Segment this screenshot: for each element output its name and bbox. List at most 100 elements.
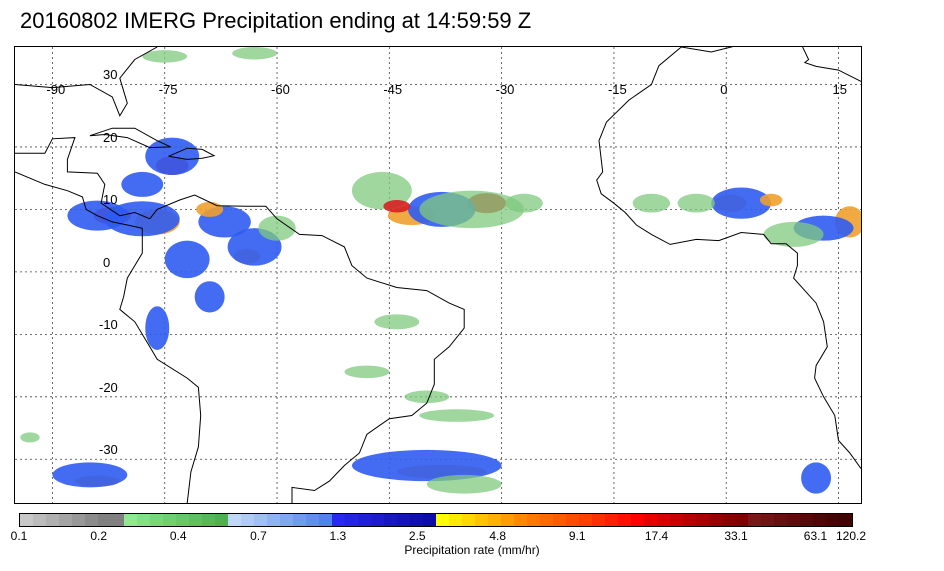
precip-cell-heavy [759, 193, 783, 207]
colorbar-segment [189, 514, 202, 526]
precip-cell-moderate [351, 449, 502, 482]
coastline-north-america-gulf [15, 47, 158, 117]
precip-cell-light [419, 409, 495, 422]
colorbar-tick-label: 1.3 [329, 529, 347, 543]
colorbar-segment [475, 514, 488, 526]
coastline-layer [15, 47, 861, 503]
colorbar-segment [215, 514, 228, 526]
precip-cell-moderate [145, 306, 170, 350]
longitude-label: -30 [495, 82, 515, 97]
colorbar-segment [813, 514, 826, 526]
colorbar-segment [358, 514, 371, 526]
colorbar-segment [631, 514, 644, 526]
colorbar-segment [202, 514, 215, 526]
longitude-label: -60 [271, 82, 290, 97]
colorbar-tick-label: 120.2 [835, 529, 867, 543]
colorbar-segment [267, 514, 280, 526]
colorbar-segment [319, 514, 332, 526]
precip-cell-moderate [145, 137, 200, 176]
colorbar-tick-label: 2.5 [408, 529, 426, 543]
precip-cell-light [419, 190, 525, 229]
colorbar-segment [293, 514, 306, 526]
coastline-south-america-pacific [119, 228, 202, 503]
colorbar-segment [241, 514, 254, 526]
precip-cell-light [232, 47, 278, 60]
colorbar-segment [553, 514, 566, 526]
colorbar-tick-label: 63.1 [803, 529, 828, 543]
colorbar-segment [657, 514, 670, 526]
latitude-label: 0 [103, 254, 111, 270]
colorbar-segment [163, 514, 176, 526]
colorbar-segment [514, 514, 527, 526]
colorbar-segment [345, 514, 358, 526]
colorbar-segment [111, 514, 124, 526]
colorbar-tick-label: 0.4 [169, 529, 187, 543]
longitude-label: -45 [383, 82, 403, 97]
colorbar-tick-label: 0.7 [250, 529, 267, 543]
colorbar-segment [592, 514, 605, 526]
colorbar-segment [254, 514, 267, 526]
colorbar-tick-label: 0.1 [10, 529, 28, 543]
precip-cell-extreme [383, 200, 411, 213]
latitude-label: -30 [99, 442, 118, 458]
colorbar-segment [488, 514, 501, 526]
colorbar-segment [371, 514, 384, 526]
coastline-africa-north [681, 47, 861, 82]
precip-cell-moderate [711, 187, 772, 219]
coastline-mexico-central-america [15, 137, 150, 220]
colorbar-segment [280, 514, 293, 526]
colorbar [19, 513, 853, 527]
graticule [15, 47, 861, 503]
colorbar-segment [709, 514, 722, 526]
precip-cell-light [404, 390, 450, 404]
colorbar-segment [306, 514, 319, 526]
precip-cell-light [20, 432, 40, 443]
precip-cell-moderate [801, 462, 832, 494]
colorbar-segment [462, 514, 475, 526]
colorbar-segment [579, 514, 592, 526]
precip-cell-light [142, 50, 188, 63]
colorbar-segment [436, 514, 449, 526]
colorbar-segment [20, 514, 33, 526]
longitude-label: -90 [46, 82, 66, 97]
colorbar-label: Precipitation rate (mm/hr) [404, 543, 540, 557]
colorbar-segment [800, 514, 813, 526]
colorbar-segment [410, 514, 423, 526]
longitude-label: 0 [720, 82, 728, 97]
precip-cell-moderate [52, 462, 128, 488]
colorbar-segment [540, 514, 553, 526]
colorbar-segment [826, 514, 839, 526]
colorbar-ticks: 0.1 0.2 0.4 0.7 1.3 2.5 4.8 9.1 17.4 33.1 63.1 120.… [11, 529, 866, 543]
precip-cell-moderate [164, 240, 210, 279]
colorbar-tick-label: 17.4 [644, 529, 669, 543]
precip-cell-heavy [196, 201, 224, 217]
coastline-hispaniola [168, 147, 216, 160]
colorbar-segment [722, 514, 735, 526]
colorbar-segment [46, 514, 59, 526]
colorbar-segment [176, 514, 189, 526]
latitude-label: -20 [99, 379, 118, 395]
colorbar-segment [527, 514, 540, 526]
coastline-central-america-pacific [15, 171, 143, 229]
latitude-label: 30 [103, 67, 118, 83]
colorbar-segment [566, 514, 579, 526]
colorbar-segment [670, 514, 683, 526]
latitude-label: 20 [103, 129, 118, 145]
colorbar-segment [124, 514, 137, 526]
precipitation-layer [20, 47, 861, 494]
colorbar-tick-label: 9.1 [568, 529, 586, 543]
colorbar-segment [85, 514, 98, 526]
colorbar-segment [501, 514, 514, 526]
colorbar-segment [72, 514, 85, 526]
longitude-label: 15 [832, 82, 847, 97]
colorbar-segment [839, 514, 852, 526]
precip-cell-light [763, 221, 824, 247]
map-canvas[interactable] [15, 47, 861, 503]
colorbar-segment [423, 514, 436, 526]
coastline-south-america [149, 194, 465, 503]
colorbar-segment [696, 514, 709, 526]
colorbar-segment [774, 514, 787, 526]
map-panel[interactable]: -90 -75 -60 -45 -30 -15 0 15 30 20 10 0 -10 -20 -30 [14, 46, 862, 504]
colorbar-tick-label: 4.8 [489, 529, 507, 543]
precip-cell-light [632, 193, 671, 213]
